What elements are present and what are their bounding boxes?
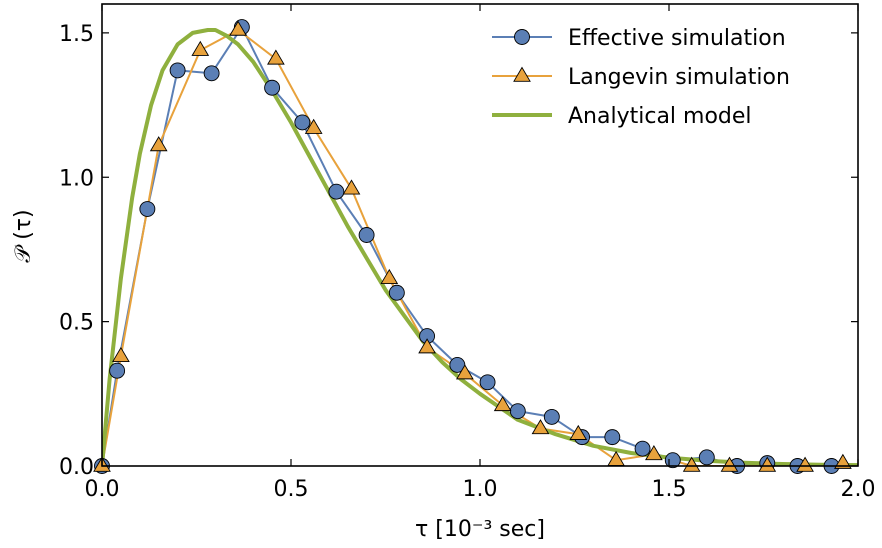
series-0-point	[328, 183, 345, 200]
y-tick-label: 0.0	[59, 455, 94, 480]
series-1-point	[149, 136, 168, 152]
series-1-point	[493, 395, 512, 412]
marker-layer	[93, 19, 852, 474]
series-1-point	[191, 40, 210, 56]
series-1-point	[418, 338, 436, 354]
series-1-point	[682, 456, 701, 472]
series-0-point	[358, 227, 375, 243]
series-1-point	[342, 179, 361, 195]
series-1-point	[834, 453, 852, 469]
series-1-point	[112, 346, 130, 362]
series-1-point	[796, 456, 814, 472]
legend-label-2: Analytical model	[568, 104, 752, 129]
series-1-point	[720, 456, 739, 472]
series-1-point	[531, 419, 550, 435]
y-axis-label: 𝒫 (τ)	[11, 209, 36, 262]
x-tick-label: 0.0	[85, 477, 120, 502]
x-axis-label: τ [10⁻³ sec]	[415, 517, 545, 542]
tick-layer: 0.0 0.5 1.0 1.5 2.0 0.0 0.5 1.0 1.5	[59, 4, 876, 502]
series-0-point	[169, 62, 186, 79]
series-0-point	[388, 284, 405, 301]
x-tick-label: 1.5	[652, 477, 687, 502]
series-0-point	[698, 449, 715, 466]
series-1-point	[569, 424, 588, 440]
series-1-point	[380, 268, 399, 285]
legend-marker-1	[513, 66, 531, 82]
series-1-point	[304, 118, 323, 134]
series-1-point	[229, 20, 247, 36]
legend-marker-0	[514, 29, 530, 45]
series-0-point	[139, 201, 156, 217]
series-0-point	[109, 362, 126, 379]
series-0-point	[264, 79, 281, 96]
series-0-point	[203, 65, 220, 82]
y-tick-label: 1.5	[59, 22, 94, 47]
series-0-point	[509, 403, 526, 420]
x-tick-label: 2.0	[841, 477, 876, 502]
x-tick-label: 1.0	[463, 477, 498, 502]
legend-label-0: Effective simulation	[568, 26, 786, 51]
y-tick-label: 0.5	[59, 311, 94, 336]
series-1-point	[758, 456, 777, 472]
x-tick-label: 0.5	[274, 477, 309, 502]
series-0-point	[294, 114, 311, 131]
series-0-point	[604, 429, 621, 446]
series-0-point	[543, 408, 560, 425]
series-1-point	[456, 364, 474, 380]
series-1-point	[267, 49, 285, 65]
series-1-point	[645, 445, 663, 461]
y-tick-label: 1.0	[59, 166, 94, 191]
legend: Effective simulation Langevin simulation A…	[492, 26, 790, 129]
series-0-point	[634, 440, 651, 457]
series-0-point	[479, 374, 496, 391]
legend-label-1: Langevin simulation	[568, 65, 790, 90]
